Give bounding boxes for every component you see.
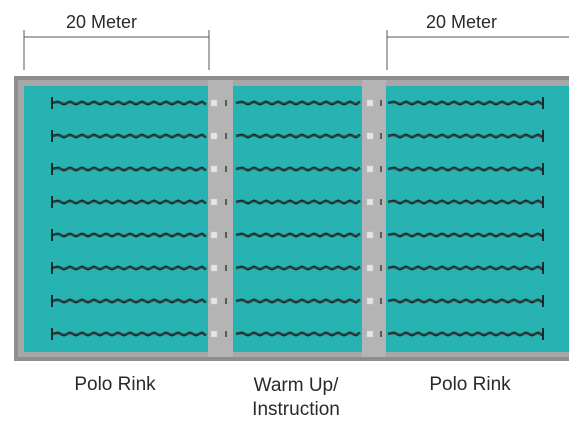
right-lane-rope <box>387 229 544 241</box>
left-lane-rope <box>51 130 207 142</box>
lane-anchor-float <box>366 330 374 338</box>
lane-anchor-float <box>210 330 218 338</box>
lane-anchor-float <box>366 264 374 272</box>
right-lane-rope <box>387 163 544 175</box>
lane-anchor-hook <box>225 100 227 106</box>
right-divider-deck <box>362 80 386 357</box>
right-lane-rope <box>387 295 544 307</box>
left-rink-lane-lines <box>51 97 207 340</box>
right-lane-rope <box>387 328 544 340</box>
left-lane-rope <box>51 196 207 208</box>
center-zone-label-line2: Instruction <box>252 399 340 420</box>
lane-anchor-float <box>210 264 218 272</box>
lane-anchor-float <box>366 198 374 206</box>
right-dimension-label: 20 Meter <box>426 12 498 32</box>
lane-anchor-float <box>210 198 218 206</box>
right-rink-water <box>386 86 569 352</box>
left-lane-rope <box>51 229 207 241</box>
center-lane-rope <box>235 232 361 238</box>
center-warmup-water <box>233 86 362 352</box>
lane-anchor-hook <box>380 298 382 304</box>
lane-anchor-float <box>366 297 374 305</box>
left-lane-rope <box>51 163 207 175</box>
right-lane-rope <box>387 196 544 208</box>
lane-anchor-hook <box>225 232 227 238</box>
left-rink-water <box>24 86 208 352</box>
lane-anchor-hook <box>380 232 382 238</box>
left-rink-label: Polo Rink <box>74 374 156 395</box>
right-dimension-bracket <box>386 30 569 70</box>
center-zone-label-line1: Warm Up/ <box>253 375 339 396</box>
left-lane-rope <box>51 295 207 307</box>
lane-anchor-hook <box>225 133 227 139</box>
lane-anchor-hook <box>225 166 227 172</box>
left-lane-rope <box>51 97 207 109</box>
center-lane-lines <box>235 100 361 337</box>
divider-floats <box>210 99 382 338</box>
center-lane-rope <box>235 133 361 139</box>
center-lane-rope <box>235 166 361 172</box>
right-rink-lane-lines <box>387 97 544 340</box>
center-lane-rope <box>235 265 361 271</box>
lane-anchor-float <box>210 231 218 239</box>
lane-anchor-hook <box>225 265 227 271</box>
right-lane-rope <box>387 130 544 142</box>
lane-anchor-float <box>210 132 218 140</box>
lane-anchor-hook <box>225 298 227 304</box>
lane-anchor-float <box>366 99 374 107</box>
lane-anchor-hook <box>225 331 227 337</box>
lane-anchor-float <box>366 165 374 173</box>
lane-anchor-hook <box>380 331 382 337</box>
left-lane-rope <box>51 328 207 340</box>
lane-anchor-hook <box>225 199 227 205</box>
lane-anchor-hook <box>380 100 382 106</box>
left-divider-deck <box>208 80 233 357</box>
lane-anchor-hook <box>380 265 382 271</box>
lane-anchor-float <box>366 231 374 239</box>
center-lane-rope <box>235 100 361 106</box>
right-lane-rope <box>387 262 544 274</box>
lane-anchor-float <box>210 99 218 107</box>
lane-anchor-hook <box>380 166 382 172</box>
right-rink-label: Polo Rink <box>429 374 511 395</box>
lane-anchor-float <box>210 165 218 173</box>
lane-anchor-float <box>210 297 218 305</box>
center-lane-rope <box>235 331 361 337</box>
right-lane-rope <box>387 97 544 109</box>
lane-anchor-hook <box>380 133 382 139</box>
left-lane-rope <box>51 262 207 274</box>
center-lane-rope <box>235 199 361 205</box>
left-dimension-label: 20 Meter <box>66 12 138 32</box>
lane-anchor-float <box>366 132 374 140</box>
center-lane-rope <box>235 298 361 304</box>
lane-anchor-hook <box>380 199 382 205</box>
left-dimension-bracket <box>23 30 210 70</box>
